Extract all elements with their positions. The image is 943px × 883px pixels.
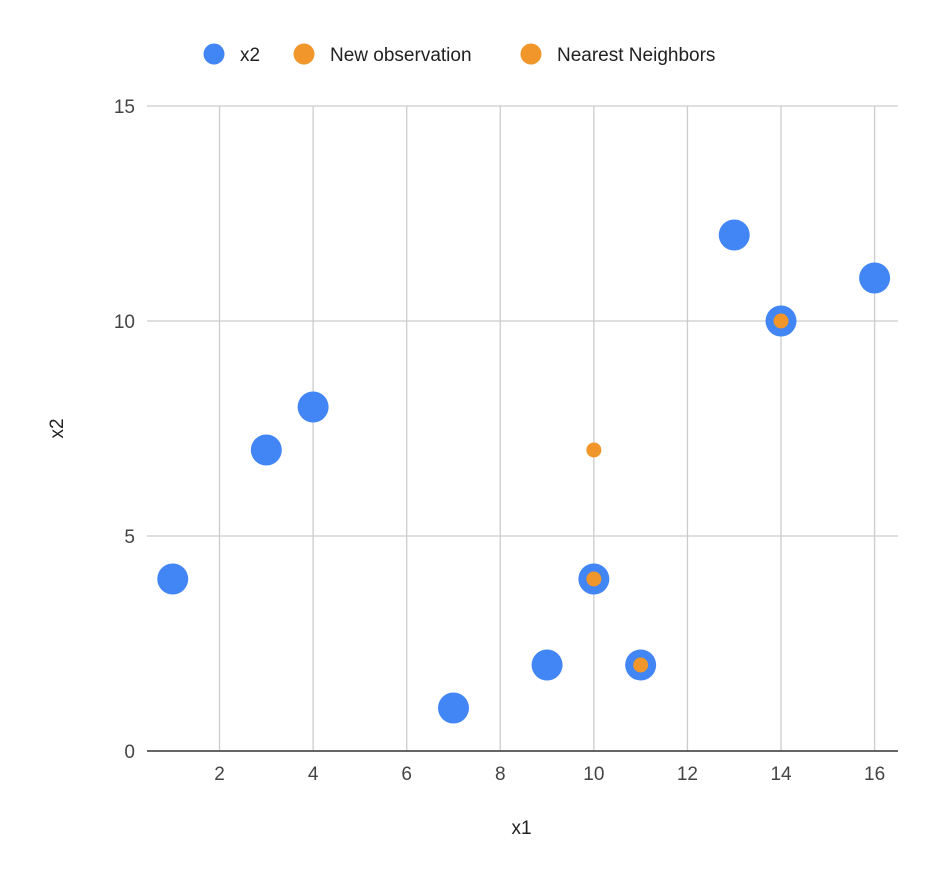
- point-nearest-neighbors: [773, 313, 789, 329]
- legend-item: Nearest Neighbors: [520, 43, 715, 66]
- point-x2: [437, 692, 469, 724]
- point-x2: [297, 391, 329, 423]
- x-tick-label: 6: [401, 764, 412, 785]
- point-new-observation: [586, 442, 602, 458]
- legend-swatch: [520, 43, 542, 65]
- point-x2: [531, 649, 563, 681]
- x-tick-label: 12: [677, 764, 698, 785]
- point-x2: [157, 563, 189, 595]
- legend-item: New observation: [293, 43, 472, 66]
- legend-label: x2: [240, 45, 260, 66]
- x-tick-label: 16: [864, 764, 885, 785]
- point-nearest-neighbors: [633, 657, 649, 673]
- x-tick-label: 8: [495, 764, 506, 785]
- legend-swatch: [293, 43, 315, 65]
- point-x2: [859, 262, 891, 294]
- y-tick-label: 15: [114, 97, 135, 118]
- x-tick-label: 2: [214, 764, 225, 785]
- x-tick-label: 10: [583, 764, 604, 785]
- legend-swatch: [203, 43, 225, 65]
- y-tick-label: 5: [124, 527, 135, 548]
- legend-item: x2: [203, 43, 260, 66]
- grid: [147, 105, 898, 751]
- x-tick-label: 4: [308, 764, 319, 785]
- legend: x2 New observation Nearest Neighbors: [203, 43, 715, 66]
- y-tick-label: 10: [114, 312, 135, 333]
- legend-label: New observation: [330, 45, 472, 66]
- x-axis-title: x1: [511, 818, 531, 839]
- point-x2: [718, 219, 750, 251]
- x-tick-label: 14: [770, 764, 792, 785]
- axes: 0 5 10 15 2 4 6 8 10 12 14 16: [114, 97, 898, 785]
- y-tick-label: 0: [124, 742, 135, 763]
- point-nearest-neighbors: [586, 571, 602, 587]
- legend-label: Nearest Neighbors: [557, 45, 715, 66]
- data-points: [157, 219, 891, 724]
- y-axis-title: x2: [47, 418, 68, 438]
- point-x2: [250, 434, 282, 466]
